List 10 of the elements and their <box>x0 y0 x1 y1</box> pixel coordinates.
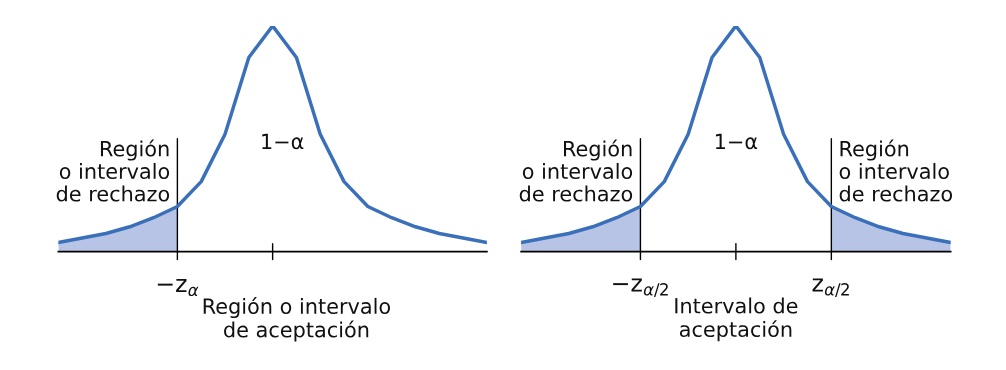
text: Región o intervalo de aceptación <box>203 297 391 342</box>
text: −z$_{α}$ <box>157 279 199 297</box>
annotation: 1−α <box>715 133 758 150</box>
annotation: Región o intervalo de rechazo <box>519 139 633 202</box>
text: Intervalo de aceptación <box>675 297 798 342</box>
text: z$_{α/2}$ <box>812 278 849 297</box>
annotation: 1−α <box>262 133 304 150</box>
annotation: Región o intervalo de rechazo <box>56 139 170 202</box>
text: −z$_{α/2}$ <box>613 278 668 297</box>
annotation: Región o intervalo de rechazo <box>839 139 953 202</box>
